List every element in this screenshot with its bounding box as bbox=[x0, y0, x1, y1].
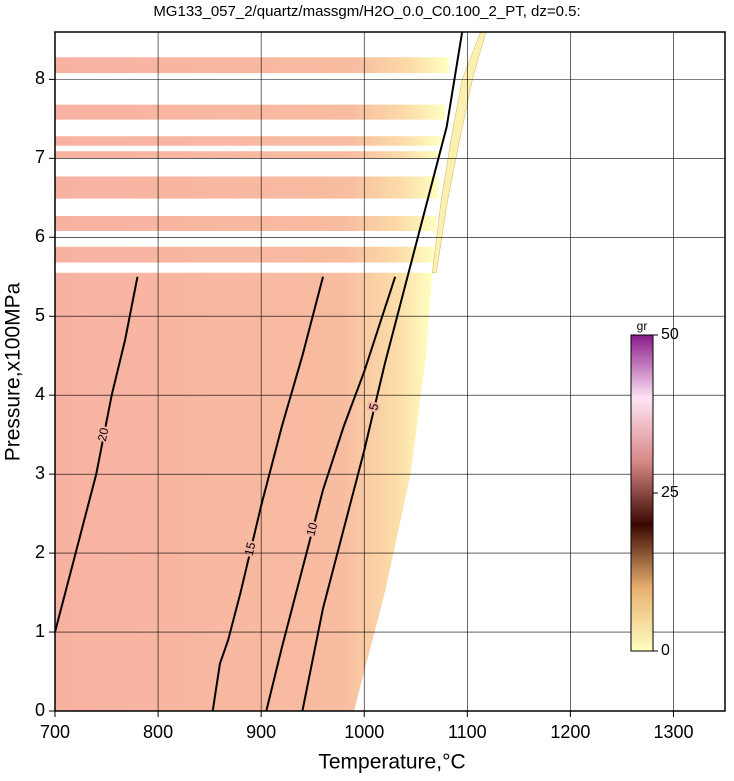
colorbar-label: gr bbox=[637, 319, 648, 333]
y-tick-label: 0 bbox=[35, 700, 45, 720]
x-tick-label: 1300 bbox=[653, 722, 693, 742]
colorbar-tick-label: 0 bbox=[661, 642, 670, 659]
band bbox=[55, 57, 449, 74]
contour-line bbox=[211, 276, 324, 711]
y-tick-label: 7 bbox=[35, 147, 45, 167]
band bbox=[55, 246, 435, 263]
field bbox=[55, 272, 433, 711]
band bbox=[55, 176, 439, 199]
x-tick-label: 800 bbox=[143, 722, 173, 742]
y-tick-label: 5 bbox=[35, 305, 45, 325]
band bbox=[55, 215, 437, 231]
edge-region bbox=[431, 32, 487, 274]
x-tick-label: 700 bbox=[40, 722, 70, 742]
plot-frame bbox=[54, 31, 726, 712]
x-tick-label: 900 bbox=[246, 722, 276, 742]
band bbox=[55, 151, 441, 159]
x-tick-label: 1200 bbox=[550, 722, 590, 742]
contour-label: 20 bbox=[95, 426, 111, 442]
colorbar-tick-label: 25 bbox=[661, 484, 679, 501]
y-tick-label: 8 bbox=[35, 68, 45, 88]
y-tick-label: 6 bbox=[35, 226, 45, 246]
x-tick-label: 1100 bbox=[448, 722, 487, 742]
y-tick-label: 3 bbox=[35, 463, 45, 483]
y-tick-label: 1 bbox=[35, 621, 45, 641]
y-axis-label: Pressure,x100MPa bbox=[2, 282, 25, 461]
y-tick-label: 2 bbox=[35, 542, 45, 562]
colorbar-tick-label: 50 bbox=[661, 326, 679, 343]
contour-line bbox=[55, 276, 139, 633]
x-tick-label: 1000 bbox=[344, 722, 384, 742]
contour-line bbox=[301, 32, 464, 711]
x-axis-label: Temperature,°C bbox=[318, 751, 465, 774]
band bbox=[55, 136, 442, 146]
y-tick-label: 4 bbox=[35, 384, 45, 404]
band bbox=[55, 104, 445, 120]
chart-title: MG133_057_2/quartz/massgm/H2O_0.0_C0.100… bbox=[153, 3, 580, 20]
colorbar bbox=[630, 334, 654, 652]
contour-label: 10 bbox=[303, 521, 320, 538]
